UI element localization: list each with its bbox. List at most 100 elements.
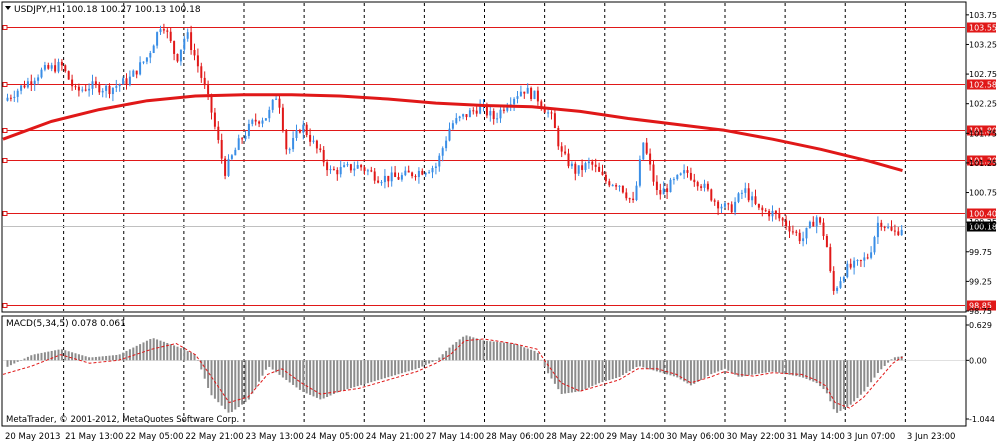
macd-bar	[101, 356, 104, 361]
macd-bar	[30, 355, 33, 361]
macd-bar	[332, 360, 335, 395]
macd-bar	[540, 359, 543, 361]
candle-body	[363, 167, 366, 172]
candle-body	[105, 85, 108, 91]
candle-body	[873, 237, 876, 253]
macd-bar	[234, 360, 237, 410]
candle-body	[411, 172, 414, 177]
candle-body	[900, 229, 903, 236]
macd-bar	[258, 360, 261, 382]
candle-body	[703, 183, 706, 188]
candle-body	[322, 150, 325, 163]
macd-bar	[421, 360, 424, 367]
macd-bar	[424, 360, 427, 366]
macd-bar	[638, 360, 641, 367]
macd-bar	[50, 350, 53, 361]
macd-bar	[723, 360, 726, 369]
candle-body	[404, 170, 407, 176]
candle-body	[424, 172, 427, 175]
moving-average-line	[2, 93, 903, 173]
macd-bar	[621, 360, 624, 376]
candle-body	[621, 185, 624, 193]
macd-bar	[465, 335, 468, 361]
price-axis: 103.75 103.25 102.75 102.25 101.75 101.25 100.…	[966, 11, 997, 316]
candle-body	[210, 94, 213, 113]
candle-body	[9, 97, 12, 99]
candle-body	[717, 201, 720, 209]
candle-body	[598, 166, 601, 172]
candle-body	[536, 90, 539, 102]
candle-body	[513, 98, 516, 105]
candle-body	[737, 193, 740, 202]
macd-bar	[458, 339, 461, 361]
macd-histogram	[2, 335, 965, 413]
candle-body	[608, 181, 611, 186]
macd-bar	[594, 360, 597, 385]
candle-body	[77, 86, 80, 91]
macd-bar	[863, 360, 866, 392]
candle-body	[832, 271, 835, 291]
candle-body	[380, 182, 383, 184]
macd-bar	[142, 342, 145, 361]
macd-bar	[679, 360, 682, 380]
candle-body	[689, 172, 692, 180]
level-price-tag	[967, 22, 996, 33]
macd-bar	[173, 345, 176, 361]
candle-body	[329, 169, 332, 171]
candle-body	[887, 226, 890, 228]
macd-bar	[574, 360, 577, 393]
candle-body	[166, 30, 169, 32]
macd-bar	[696, 360, 699, 382]
macd-bar	[802, 360, 805, 378]
candle-body	[64, 65, 67, 72]
macd-bar	[312, 360, 315, 397]
macd-bar	[329, 360, 332, 396]
candle-body	[581, 165, 584, 170]
macd-bar	[159, 340, 162, 361]
candle-body	[584, 163, 587, 170]
level-price-label: 103.55	[969, 24, 997, 33]
candle-body	[618, 185, 621, 187]
chart-menu-triangle-icon[interactable]	[5, 6, 11, 10]
macd-bar	[213, 360, 216, 399]
macd-bar	[669, 360, 672, 376]
candle-body	[496, 118, 499, 120]
macd-bar	[601, 360, 604, 383]
macd-bar	[519, 346, 522, 361]
horizontal-levels[interactable]: 103.55 102.58 101.80 101.30 100.40 98.85 100.1…	[2, 22, 997, 311]
macd-bar	[856, 360, 859, 399]
macd-bar	[356, 360, 359, 387]
candle-body	[485, 104, 488, 116]
candle-body	[6, 97, 9, 101]
candle-body	[448, 128, 451, 141]
candle-body	[778, 213, 781, 219]
macd-bar	[326, 360, 329, 397]
candle-body	[145, 57, 148, 62]
macd-bar	[683, 360, 686, 382]
candle-body	[390, 172, 393, 182]
candle-body	[346, 164, 349, 166]
candle-body	[20, 85, 23, 91]
candle-body	[615, 185, 618, 187]
time-axis-label: 31 May 14:00	[787, 432, 845, 442]
macd-bar	[533, 350, 536, 361]
macd-bar	[587, 360, 590, 388]
macd-bar	[169, 344, 172, 361]
candle-body	[577, 165, 580, 174]
macd-bar	[615, 360, 618, 379]
macd-bar	[734, 360, 737, 375]
macd-bar	[244, 360, 247, 403]
candle-body	[60, 61, 63, 66]
macd-bar	[23, 358, 26, 361]
candle-body	[700, 186, 703, 188]
candle-body	[506, 106, 509, 111]
macd-bar	[536, 352, 539, 361]
macd-bar	[220, 360, 223, 406]
macd-bar	[309, 360, 312, 395]
macd-tick-label: 0.00	[969, 356, 987, 365]
macd-bar	[162, 341, 165, 361]
candle-body	[383, 175, 386, 183]
price-tick-label: 101.75	[969, 129, 997, 138]
